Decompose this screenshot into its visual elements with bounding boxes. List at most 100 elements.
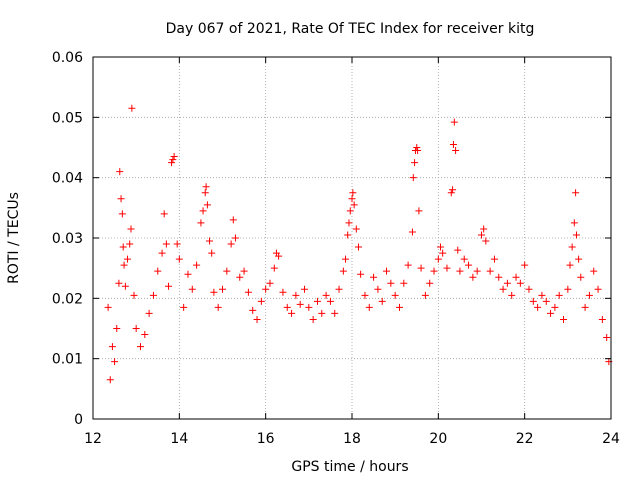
data-point	[469, 273, 477, 281]
data-point	[590, 267, 598, 275]
data-point	[111, 358, 119, 366]
data-point	[547, 309, 555, 317]
x-tick-label: 16	[257, 431, 275, 447]
data-point	[202, 183, 210, 191]
data-point	[581, 303, 589, 311]
data-point	[128, 104, 136, 112]
data-point	[108, 343, 116, 351]
data-point	[104, 303, 112, 311]
data-points	[104, 104, 613, 384]
data-point	[352, 225, 360, 233]
data-point	[120, 261, 128, 269]
data-point	[184, 270, 192, 278]
data-point	[434, 255, 442, 263]
data-point	[395, 303, 403, 311]
data-point	[121, 282, 129, 290]
data-point	[279, 288, 287, 296]
data-point	[208, 249, 216, 257]
data-point	[305, 303, 313, 311]
data-point	[480, 225, 488, 233]
data-point	[154, 267, 162, 275]
data-point	[521, 261, 529, 269]
data-point	[534, 303, 542, 311]
data-point	[296, 300, 304, 308]
data-point	[117, 195, 125, 203]
data-point	[136, 343, 144, 351]
data-point	[180, 303, 188, 311]
data-point	[447, 189, 455, 197]
data-point	[335, 285, 343, 293]
data-point	[240, 267, 248, 275]
data-point	[214, 303, 222, 311]
data-point	[449, 140, 457, 148]
data-point	[126, 240, 134, 248]
y-tick-label: 0	[74, 412, 83, 428]
x-tick-label: 18	[343, 431, 361, 447]
grid	[93, 57, 611, 419]
data-point	[349, 189, 357, 197]
data-point	[331, 309, 339, 317]
data-point	[465, 261, 473, 269]
data-point	[415, 207, 423, 215]
x-tick-label: 12	[84, 431, 102, 447]
data-point	[551, 303, 559, 311]
data-point	[598, 315, 606, 323]
data-point	[495, 273, 503, 281]
data-point	[149, 291, 157, 299]
data-point	[210, 288, 218, 296]
data-point	[170, 153, 178, 161]
data-point	[322, 291, 330, 299]
data-point	[564, 285, 572, 293]
data-point	[594, 285, 602, 293]
y-axis-label: ROTI / TECUs	[6, 192, 22, 284]
data-point	[348, 195, 356, 203]
data-point	[168, 159, 176, 167]
data-point	[106, 376, 114, 384]
data-point	[555, 291, 563, 299]
data-point	[417, 264, 425, 272]
y-tick-label: 0.01	[52, 352, 83, 368]
data-point	[283, 303, 291, 311]
data-point	[454, 246, 462, 254]
data-point	[219, 285, 226, 293]
data-point	[426, 279, 434, 287]
data-point	[206, 237, 214, 245]
data-point	[525, 285, 533, 293]
data-point	[318, 309, 326, 317]
data-point	[370, 273, 378, 281]
data-point	[346, 207, 354, 215]
data-point	[162, 240, 170, 248]
data-point	[354, 243, 362, 251]
data-point	[408, 228, 416, 236]
data-point	[449, 186, 457, 194]
data-point	[160, 210, 168, 218]
data-point	[165, 282, 173, 290]
data-point	[357, 270, 365, 278]
data-point	[199, 207, 207, 215]
data-point	[503, 279, 511, 287]
data-point	[452, 147, 460, 155]
data-point	[572, 231, 580, 239]
data-point	[244, 288, 252, 296]
data-point	[132, 325, 140, 332]
data-point	[411, 159, 419, 167]
data-point	[130, 291, 138, 299]
y-tick-label: 0.02	[52, 291, 83, 307]
data-point	[127, 225, 135, 233]
data-point	[387, 279, 395, 287]
data-point	[344, 231, 352, 239]
data-point	[585, 291, 593, 299]
data-point	[115, 279, 123, 287]
y-tick-label: 0.06	[52, 50, 83, 66]
x-axis-label: GPS time / hours	[291, 459, 408, 475]
axis-ticks	[92, 56, 612, 420]
data-point	[339, 267, 347, 275]
data-point	[430, 267, 438, 275]
data-point	[118, 210, 126, 218]
data-point	[262, 285, 270, 293]
data-point	[542, 297, 550, 305]
data-point	[439, 249, 447, 257]
data-point	[175, 255, 183, 263]
data-point	[229, 216, 237, 224]
data-point	[124, 255, 132, 263]
